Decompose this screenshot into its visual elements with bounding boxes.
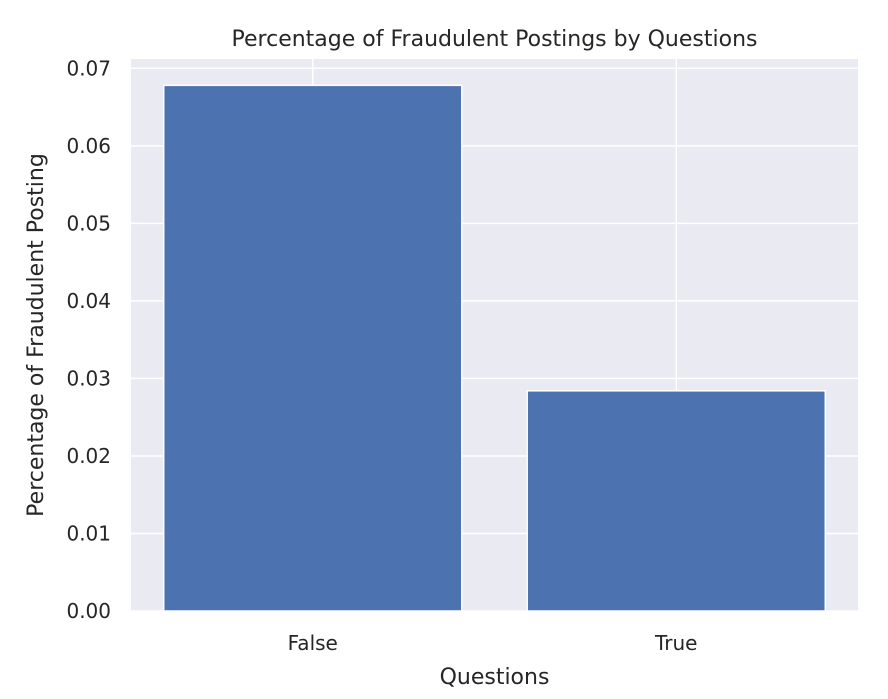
y-tick-label: 0.01 (66, 521, 111, 545)
bars (162, 84, 827, 612)
y-axis-label: Percentage of Fraudulent Posting (24, 153, 49, 517)
y-tick-label: 0.05 (66, 211, 111, 235)
x-axis-label: Questions (440, 665, 550, 690)
y-tick-label: 0.00 (66, 599, 111, 623)
y-tick-label: 0.03 (66, 366, 111, 390)
x-axis-ticks: False True (288, 631, 698, 655)
y-tick-label: 0.07 (66, 56, 111, 80)
y-tick-label: 0.06 (66, 134, 111, 158)
x-tick-label: False (288, 631, 338, 655)
bar-false (162, 84, 463, 612)
y-tick-label: 0.02 (66, 444, 111, 468)
y-tick-label: 0.04 (66, 289, 111, 313)
x-tick-label: True (654, 631, 697, 655)
y-axis-ticks: 0.00 0.01 0.02 0.03 0.04 0.05 0.06 0.07 (66, 56, 111, 623)
chart-title: Percentage of Fraudulent Postings by Que… (232, 27, 758, 52)
bar-true (526, 390, 827, 612)
